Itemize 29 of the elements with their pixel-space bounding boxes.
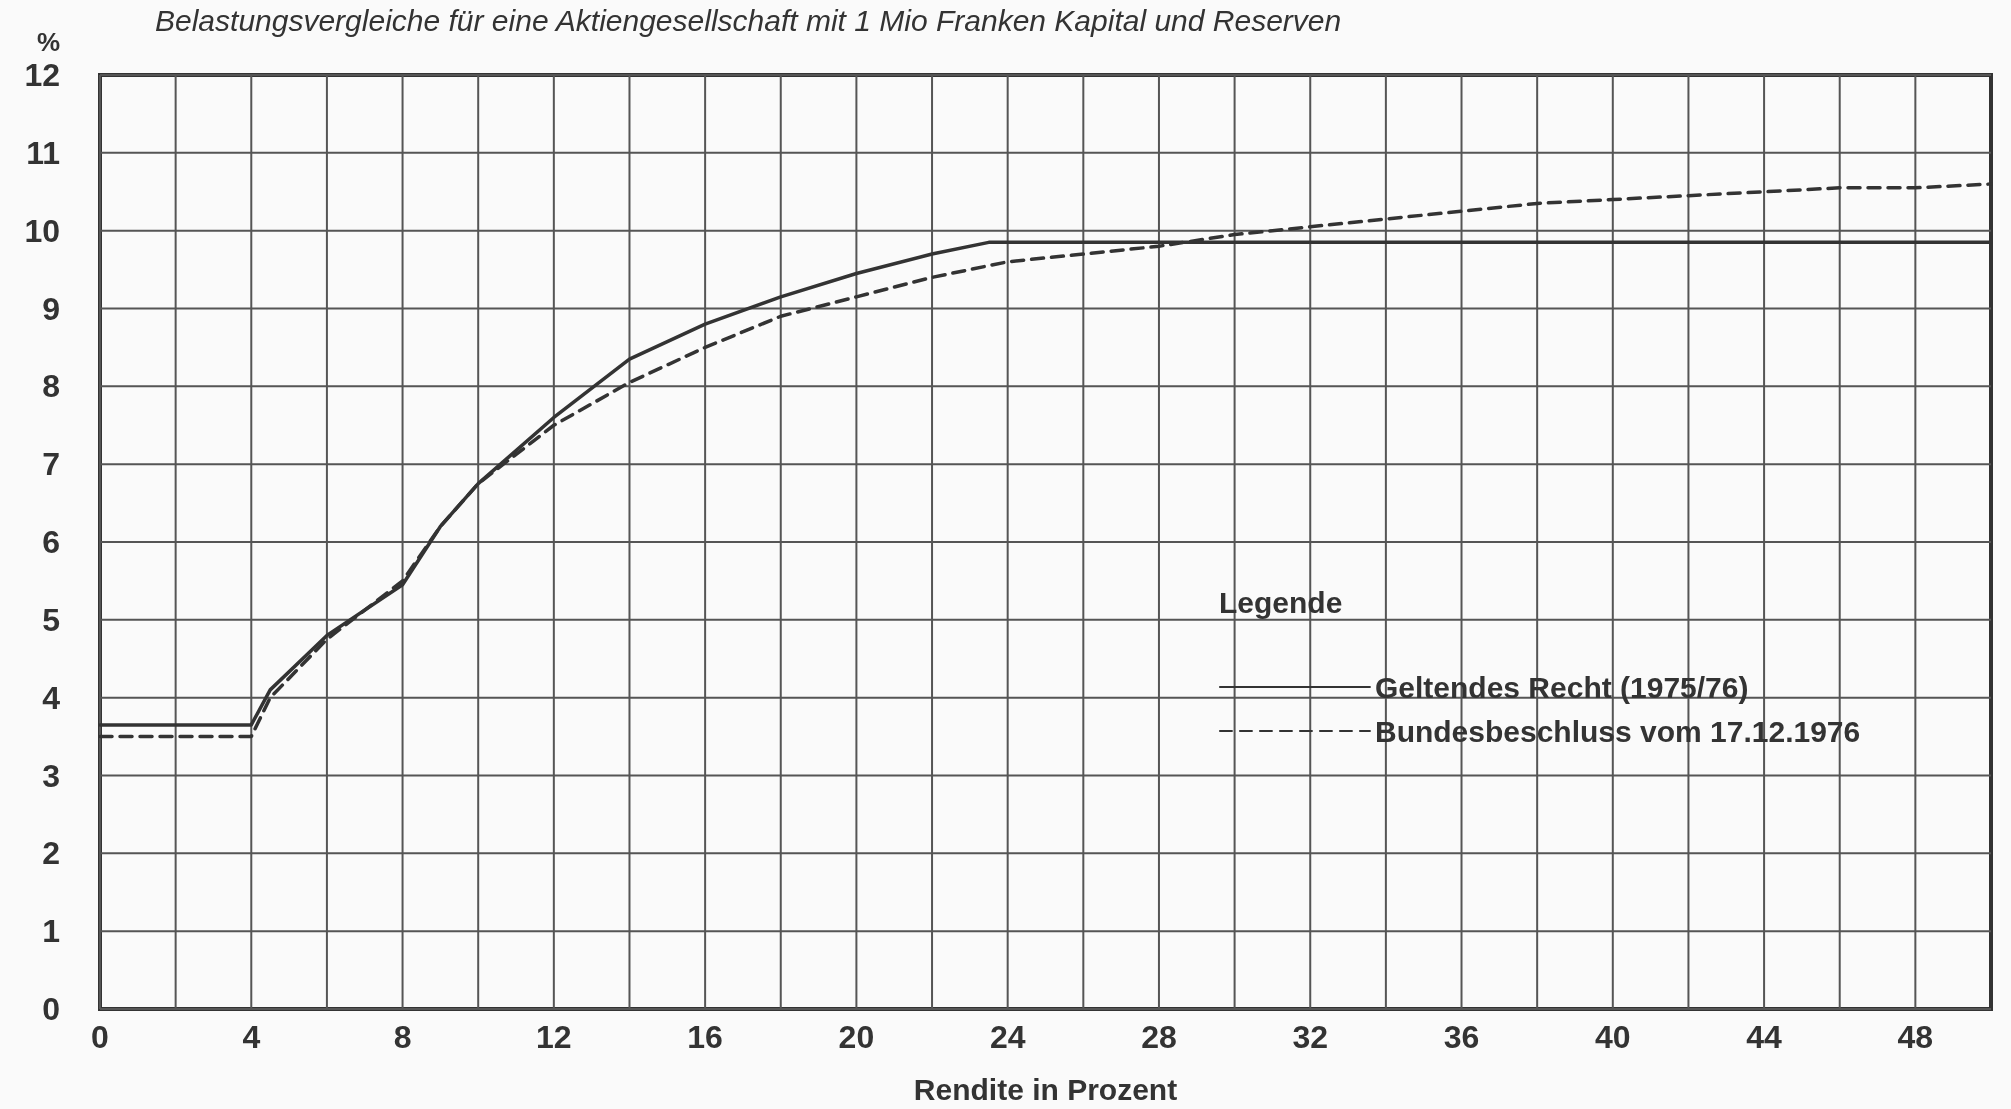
x-tick-label: 16 (687, 1019, 723, 1055)
y-tick-label: 3 (42, 757, 60, 794)
y-tick-label: 1 (42, 913, 60, 950)
y-tick-label: 8 (42, 368, 60, 405)
y-tick-label: 2 (42, 835, 60, 872)
x-tick-label: 0 (91, 1019, 109, 1055)
y-axis-title: % (36, 27, 60, 57)
y-tick-label: 6 (42, 524, 60, 560)
y-tick-label: 9 (42, 290, 60, 327)
y-tick-label: 7 (42, 446, 60, 483)
x-tick-label: 48 (1897, 1019, 1934, 1055)
x-tick-label: 4 (242, 1019, 261, 1055)
x-axis-title: Rendite in Prozent (913, 1072, 1178, 1106)
x-tick-label: 12 (536, 1019, 572, 1055)
y-tick-label: 4 (42, 679, 61, 716)
x-tick-label: 40 (1595, 1019, 1631, 1055)
y-tick-label: 10 (24, 212, 60, 249)
y-tick-label: 5 (42, 601, 60, 638)
y-tick-label: 11 (26, 134, 60, 171)
x-tick-label: 20 (838, 1019, 875, 1055)
y-tick-label: 0 (42, 991, 60, 1027)
chart-title: Belastungsvergleiche für eine Aktiengesellschaft mit 1 Mio Franken Kapital und Reserven (155, 3, 1342, 37)
x-tick-label: 44 (1746, 1019, 1783, 1055)
x-tick-label: 28 (1141, 1019, 1177, 1055)
x-tick-label: 24 (989, 1019, 1026, 1055)
x-tick-label: 32 (1292, 1019, 1329, 1055)
y-tick-label: 12 (24, 57, 60, 93)
x-tick-label: 8 (393, 1019, 412, 1055)
x-tick-label: 36 (1443, 1019, 1480, 1055)
